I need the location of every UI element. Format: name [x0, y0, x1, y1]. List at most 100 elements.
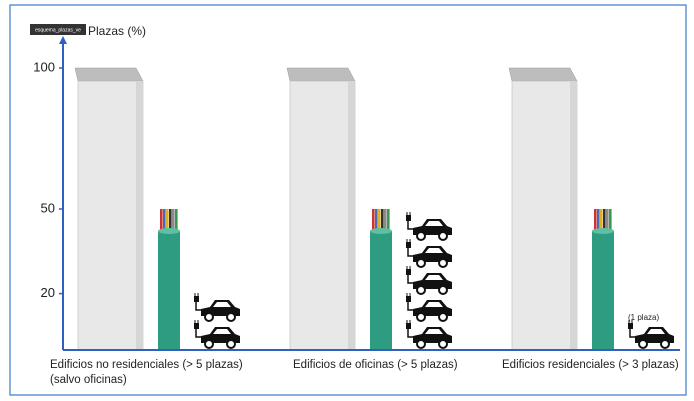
wire — [372, 209, 375, 233]
plug-pins — [406, 320, 411, 323]
cable-top — [592, 228, 614, 234]
wheel — [204, 312, 214, 322]
wire — [600, 209, 603, 233]
wire — [169, 209, 172, 233]
wire — [172, 209, 175, 233]
wire — [175, 209, 178, 233]
cars — [194, 293, 240, 349]
wire — [609, 209, 612, 233]
cars — [406, 212, 452, 349]
wheel — [204, 339, 214, 349]
wire — [166, 209, 169, 233]
plug — [194, 323, 199, 329]
plug-pins — [406, 266, 411, 269]
car-window — [425, 302, 443, 307]
plug — [406, 215, 411, 221]
building-side — [136, 81, 143, 350]
plug-pins — [406, 212, 411, 215]
plug-pins — [406, 239, 411, 242]
wheel — [660, 339, 670, 349]
cable — [158, 209, 180, 350]
y-axis-arrow — [59, 36, 67, 44]
plug-cable — [629, 329, 636, 338]
wheel — [438, 258, 448, 268]
y-tick-label: 20 — [41, 285, 55, 300]
wire — [603, 209, 606, 233]
wheel — [416, 231, 426, 241]
wire — [378, 209, 381, 233]
cable-sheath — [370, 231, 392, 350]
building-front — [289, 80, 356, 351]
plug — [406, 242, 411, 248]
building-top — [74, 67, 144, 82]
wire — [381, 209, 384, 233]
plug-cable — [407, 275, 414, 284]
plug-pins — [406, 293, 411, 296]
wheel — [438, 231, 448, 241]
wire — [163, 209, 166, 233]
car-window — [647, 329, 665, 334]
plug-pins — [194, 320, 199, 323]
car-window — [425, 221, 443, 226]
wire — [594, 209, 597, 233]
plug-cable — [407, 248, 414, 257]
plug-pins — [194, 293, 199, 296]
wheel — [226, 312, 236, 322]
car-window — [425, 248, 443, 253]
tag: esquema_plazas_ve — [35, 27, 81, 33]
plug — [406, 269, 411, 275]
car-body — [413, 246, 452, 262]
plug-cable — [195, 329, 202, 338]
wheel — [226, 339, 236, 349]
wheel — [438, 285, 448, 295]
cable-top — [158, 228, 180, 234]
category-label: Edificios residenciales (> 3 plazas) — [502, 359, 679, 371]
cars — [628, 320, 674, 349]
car-body — [413, 327, 452, 343]
category-label: Edificios no residenciales (> 5 plazas) … — [50, 359, 243, 386]
wheel — [416, 339, 426, 349]
plug-cable — [195, 302, 202, 311]
car-body — [413, 219, 452, 235]
car-window — [213, 302, 231, 307]
building-top — [508, 67, 578, 82]
wheel — [438, 339, 448, 349]
car-window — [425, 329, 443, 334]
car-body — [635, 327, 674, 343]
plug — [194, 296, 199, 302]
y-tick-label: 100 — [33, 59, 55, 74]
wire — [606, 209, 609, 233]
plug-cable — [407, 329, 414, 338]
building-side — [570, 81, 577, 350]
building-front — [511, 80, 578, 351]
wheel — [416, 285, 426, 295]
wheel — [438, 312, 448, 322]
plug-pins — [628, 320, 633, 323]
cable-top — [370, 228, 392, 234]
building-top — [286, 67, 356, 82]
wire — [160, 209, 163, 233]
frame — [9, 4, 687, 396]
building — [74, 67, 144, 351]
car-body — [201, 300, 240, 316]
plug — [628, 323, 633, 329]
wire — [597, 209, 600, 233]
building — [508, 67, 578, 351]
cable-sheath — [592, 231, 614, 350]
cable — [370, 209, 392, 350]
cable-sheath — [158, 231, 180, 350]
car-body — [413, 300, 452, 316]
building-side — [348, 81, 355, 350]
car-window — [213, 329, 231, 334]
category-label: Edificios de oficinas (> 5 plazas) — [293, 359, 458, 371]
y-tick-label: 50 — [41, 200, 55, 215]
building-front — [77, 80, 144, 351]
annotation: (1 plaza) — [628, 313, 659, 322]
plug — [406, 323, 411, 329]
wire — [387, 209, 390, 233]
wheel — [416, 258, 426, 268]
wire — [375, 209, 378, 233]
building — [286, 67, 356, 351]
